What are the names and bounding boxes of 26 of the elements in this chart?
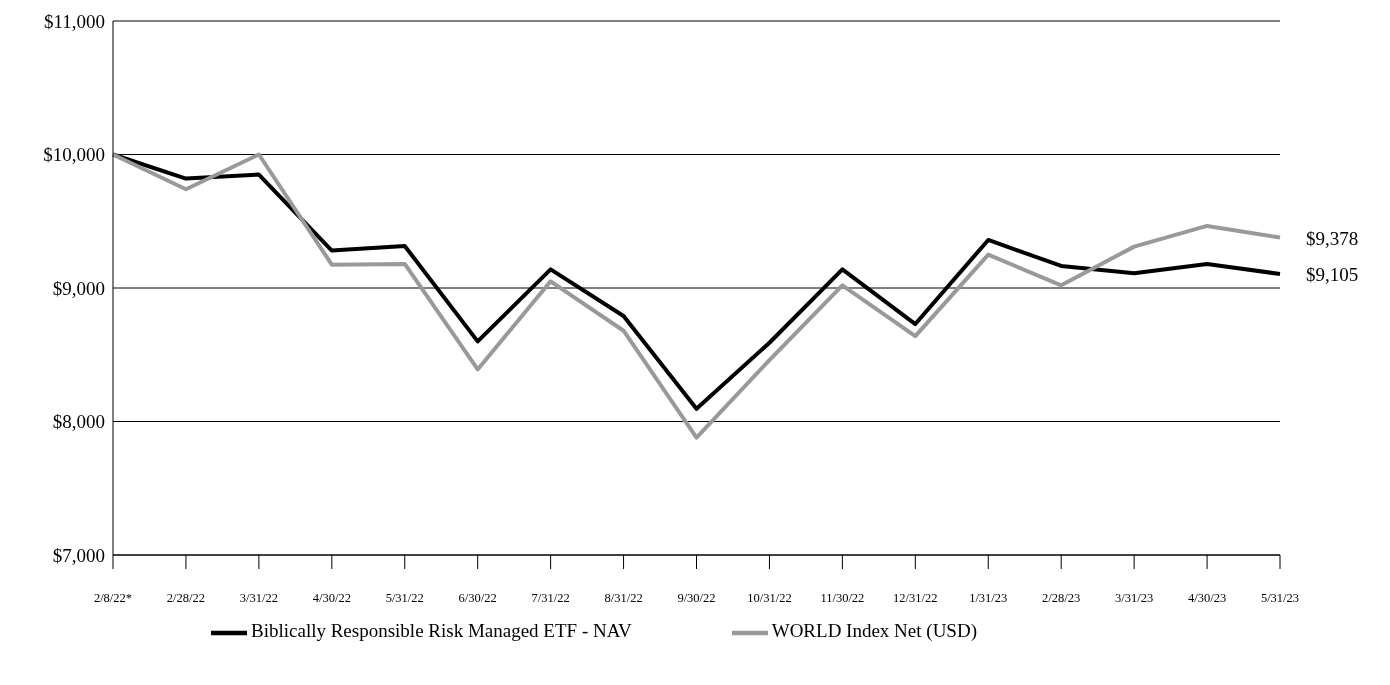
x-tick-label: 12/31/22 [893, 590, 938, 605]
x-tick-label: 7/31/22 [531, 590, 570, 605]
x-tick-label: 4/30/22 [312, 590, 351, 605]
x-tick-label: 5/31/23 [1260, 590, 1300, 605]
x-tick-label: 3/31/23 [1115, 590, 1154, 605]
x-tick-label: 1/31/23 [969, 590, 1008, 605]
y-tick-label: $7,000 [52, 544, 105, 566]
x-tick-label: 2/8/22* [93, 590, 133, 605]
y-tick-label: $10,000 [43, 144, 105, 166]
data-label: $9,378 [1306, 227, 1359, 249]
x-tick-label: 9/30/22 [677, 590, 716, 605]
x-tick-label: 4/30/23 [1187, 590, 1227, 605]
y-tick-label: $11,000 [43, 10, 105, 32]
x-tick-label: 2/28/23 [1042, 590, 1081, 605]
y-tick-label: $9,000 [52, 277, 105, 299]
data-label: $9,105 [1306, 263, 1359, 285]
x-tick-label: 3/31/22 [239, 590, 278, 605]
y-tick-label: $8,000 [52, 411, 105, 433]
x-tick-label: 2/28/22 [166, 590, 206, 605]
x-tick-label: 6/30/22 [458, 590, 497, 605]
x-tick-label: 5/31/22 [385, 590, 424, 605]
legend-label: WORLD Index Net (USD) [771, 620, 977, 642]
x-tick-label: 10/31/22 [747, 590, 792, 605]
x-tick-label: 8/31/22 [604, 590, 643, 605]
legend-label: Biblically Responsible Risk Managed ETF - NAV [251, 620, 632, 642]
x-tick-label: 11/30/22 [820, 590, 865, 605]
